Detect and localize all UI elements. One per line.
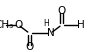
- Text: N: N: [47, 28, 54, 38]
- Text: O: O: [14, 20, 23, 30]
- Text: H: H: [77, 20, 85, 30]
- Text: H: H: [43, 19, 49, 28]
- Text: O: O: [25, 42, 34, 52]
- Text: CH₃: CH₃: [0, 20, 13, 30]
- Text: O: O: [58, 6, 66, 16]
